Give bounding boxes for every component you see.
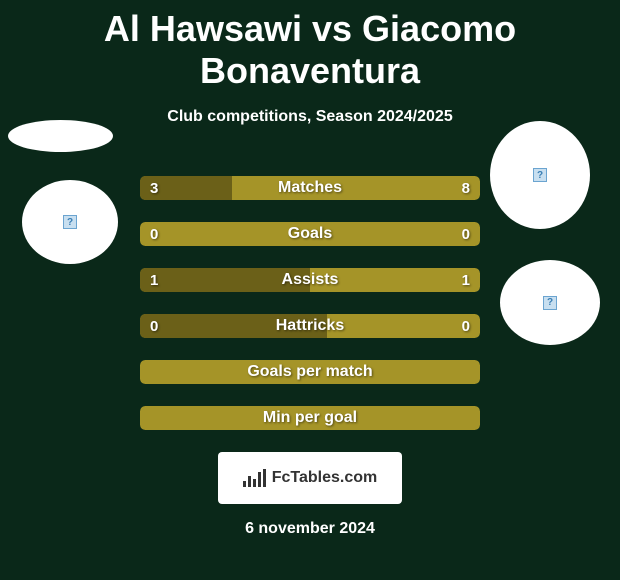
stats-container: 3 Matches 8 0 Goals 0 1 Assists 1 0 Hattricks 0 Goal… bbox=[140, 176, 480, 430]
placeholder-icon: ? bbox=[533, 168, 547, 182]
page-title: Al Hawsawi vs Giacomo Bonaventura bbox=[0, 0, 620, 92]
stat-right-value: 8 bbox=[462, 180, 470, 197]
stat-left-value: 1 bbox=[150, 272, 158, 289]
placeholder-icon: ? bbox=[543, 296, 557, 310]
stat-row: 3 Matches 8 bbox=[140, 176, 480, 200]
player-left-circle-1 bbox=[8, 120, 113, 152]
stat-right-value: 1 bbox=[462, 272, 470, 289]
stat-label: Min per goal bbox=[263, 409, 357, 427]
date-label: 6 november 2024 bbox=[0, 520, 620, 538]
stat-left-value: 3 bbox=[150, 180, 158, 197]
stat-label: Goals bbox=[288, 225, 332, 243]
stat-left-value: 0 bbox=[150, 318, 158, 335]
stat-row: Min per goal bbox=[140, 406, 480, 430]
stat-row: 0 Goals 0 bbox=[140, 222, 480, 246]
stat-label: Matches bbox=[278, 179, 342, 197]
placeholder-icon: ? bbox=[63, 215, 77, 229]
stat-row: Goals per match bbox=[140, 360, 480, 384]
stat-label: Goals per match bbox=[247, 363, 372, 381]
player-left-circle-2: ? bbox=[22, 180, 118, 264]
player-right-circle-2: ? bbox=[500, 260, 600, 345]
chart-icon bbox=[243, 469, 266, 487]
logo-box[interactable]: FcTables.com bbox=[218, 452, 402, 504]
player-right-circle-1: ? bbox=[490, 121, 590, 229]
stat-label: Assists bbox=[282, 271, 339, 289]
stat-left-value: 0 bbox=[150, 226, 158, 243]
stat-label: Hattricks bbox=[276, 317, 344, 335]
stat-row: 1 Assists 1 bbox=[140, 268, 480, 292]
stat-right-value: 0 bbox=[462, 226, 470, 243]
stat-row: 0 Hattricks 0 bbox=[140, 314, 480, 338]
stat-right-value: 0 bbox=[462, 318, 470, 335]
logo-text: FcTables.com bbox=[272, 469, 378, 487]
